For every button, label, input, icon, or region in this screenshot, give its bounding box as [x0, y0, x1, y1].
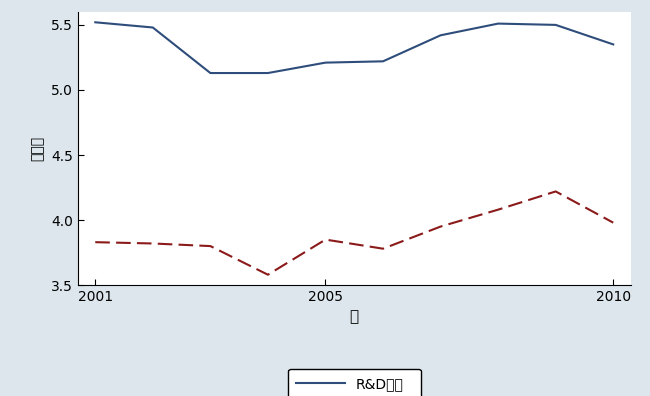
- R&D企業: [494, 21, 502, 26]
- Line: 非R&D企業: 非R&D企業: [96, 191, 613, 275]
- 非R&D企業: [92, 240, 99, 245]
- 非R&D企業: [264, 272, 272, 277]
- 非R&D企業: [207, 244, 215, 248]
- Line: R&D企業: R&D企業: [96, 22, 613, 73]
- Legend: R&D企業, 非R&D企業: R&D企業, 非R&D企業: [288, 369, 421, 396]
- R&D企業: [92, 20, 99, 25]
- X-axis label: 年: 年: [350, 310, 359, 325]
- R&D企業: [149, 25, 157, 30]
- R&D企業: [552, 23, 560, 27]
- 非R&D企業: [437, 224, 445, 229]
- 非R&D企業: [494, 207, 502, 212]
- R&D企業: [264, 70, 272, 75]
- R&D企業: [207, 70, 215, 75]
- R&D企業: [322, 60, 330, 65]
- 非R&D企業: [552, 189, 560, 194]
- 非R&D企業: [609, 220, 617, 225]
- Y-axis label: 財の数: 財の数: [31, 136, 44, 161]
- R&D企業: [379, 59, 387, 64]
- 非R&D企業: [379, 246, 387, 251]
- 非R&D企業: [322, 237, 330, 242]
- R&D企業: [437, 33, 445, 38]
- R&D企業: [609, 42, 617, 47]
- 非R&D企業: [149, 241, 157, 246]
